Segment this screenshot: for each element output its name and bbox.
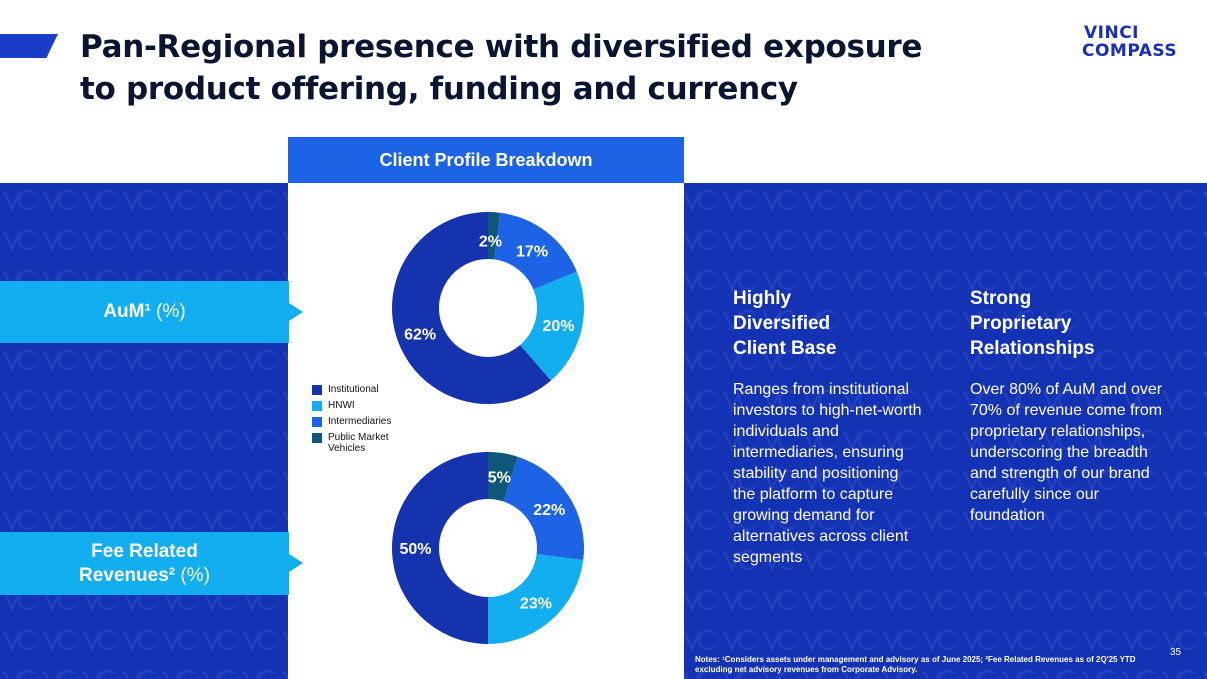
frr-unit: (%) bbox=[180, 564, 210, 586]
aum-unit: (%) bbox=[156, 301, 186, 322]
footnotes: Notes: ¹Considers assets under managemen… bbox=[695, 655, 1136, 674]
aum-slice-hnwi bbox=[520, 271, 584, 381]
aum-tab-arrow bbox=[289, 303, 303, 321]
legend-label-institutional: Institutional bbox=[328, 384, 379, 395]
aum-slice-public-market bbox=[488, 212, 500, 260]
frr-label-intermediaries: 22% bbox=[533, 502, 565, 519]
title-accent-bar bbox=[0, 34, 58, 58]
legend-swatch-public-market bbox=[312, 433, 322, 443]
legend-swatch-hnwi bbox=[312, 401, 322, 411]
frr-slice-hnwi bbox=[488, 554, 584, 644]
legend-swatch-institutional bbox=[312, 385, 322, 395]
page-title: Pan-Regional presence with diversified e… bbox=[80, 26, 1020, 110]
aum-label-hnwi: 20% bbox=[543, 318, 575, 335]
column-diversified-client-base: Highly Diversified Client Base Ranges fr… bbox=[733, 286, 928, 568]
legend-label-hnwi: HNWI bbox=[328, 400, 355, 411]
column-2-body: Over 80% of AuM and over 70% of revenue … bbox=[970, 381, 1163, 524]
panel-title: Client Profile Breakdown bbox=[288, 137, 684, 183]
legend-label-intermediaries: Intermediaries bbox=[328, 416, 392, 427]
column-2-heading: Strong Proprietary Relationships bbox=[970, 288, 1095, 359]
chart-legend: Institutional HNWI Intermediaries Public… bbox=[312, 384, 408, 459]
legend-item-public-market: Public Market Vehicles bbox=[312, 432, 408, 454]
vinci-compass-logo: VINCI COMPASS bbox=[1082, 24, 1177, 60]
logo-line-2: COMPASS bbox=[1082, 41, 1178, 61]
fee-revenue-tab: Fee Related Revenues² (%) bbox=[0, 532, 289, 595]
frr-label-institutional: 50% bbox=[399, 541, 431, 558]
title-line-1: Pan-Regional presence with diversified e… bbox=[80, 29, 923, 65]
aum-donut-chart: 62% 20% 17% 2% bbox=[392, 212, 584, 404]
page-number: 35 bbox=[1170, 647, 1182, 658]
aum-slice-intermediaries bbox=[494, 212, 577, 290]
legend-swatch-intermediaries bbox=[312, 417, 322, 427]
aum-slice-institutional bbox=[392, 212, 551, 404]
legend-item-hnwi: HNWI bbox=[312, 400, 408, 411]
column-1-heading: Highly Diversified Client Base bbox=[733, 288, 837, 359]
frr-label-public-market: 5% bbox=[488, 469, 511, 486]
frr-slice-institutional bbox=[392, 452, 488, 644]
frr-label-2: Revenues² bbox=[79, 564, 176, 586]
frr-slice-intermediaries bbox=[503, 456, 584, 561]
aum-label-intermediaries: 17% bbox=[516, 243, 548, 260]
frr-label: Fee Related bbox=[91, 540, 198, 562]
aum-label-institutional: 62% bbox=[404, 326, 436, 343]
aum-label-public-market: 2% bbox=[479, 233, 502, 250]
column-proprietary-relationships: Strong Proprietary Relationships Over 80… bbox=[970, 286, 1170, 526]
aum-label: AuM¹ bbox=[103, 301, 151, 322]
column-1-body: Ranges from institutional investors to h… bbox=[733, 381, 922, 566]
frr-label-hnwi: 23% bbox=[520, 595, 552, 612]
aum-tab: AuM¹ (%) bbox=[0, 281, 289, 343]
legend-item-institutional: Institutional bbox=[312, 384, 408, 395]
frr-slice-public-market bbox=[488, 452, 518, 502]
title-line-2: to product offering, funding and currenc… bbox=[80, 71, 798, 107]
legend-label-public-market: Public Market Vehicles bbox=[328, 432, 389, 454]
fee-revenue-tab-arrow bbox=[289, 554, 303, 572]
logo-line-1: VINCI bbox=[1084, 23, 1140, 43]
fee-revenue-donut-chart: 50% 23% 22% 5% bbox=[392, 452, 584, 644]
legend-item-intermediaries: Intermediaries bbox=[312, 416, 408, 427]
